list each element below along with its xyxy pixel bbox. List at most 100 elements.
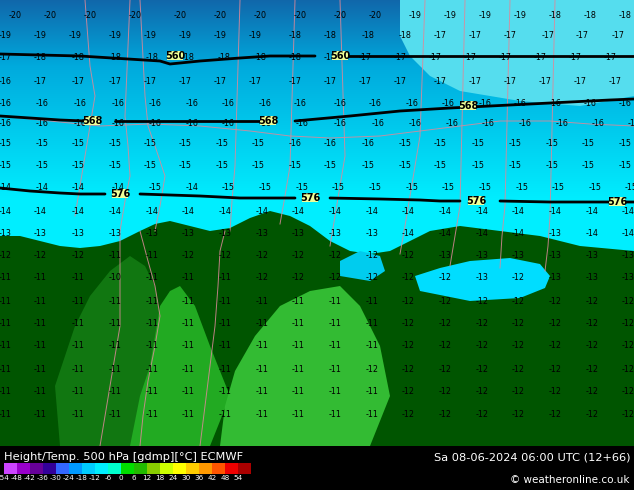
Text: -13: -13 xyxy=(366,229,378,239)
Text: -13: -13 xyxy=(34,229,46,239)
Text: -15: -15 xyxy=(108,162,122,171)
Text: -11: -11 xyxy=(146,296,158,305)
Text: -15: -15 xyxy=(36,162,48,171)
Text: 30: 30 xyxy=(181,475,191,481)
Text: -11: -11 xyxy=(108,410,122,418)
Text: -14: -14 xyxy=(112,183,124,193)
Text: -12: -12 xyxy=(512,318,524,327)
Text: -18: -18 xyxy=(288,53,301,63)
Text: -12: -12 xyxy=(586,318,598,327)
Text: -16: -16 xyxy=(446,120,458,128)
Text: -12: -12 xyxy=(72,251,84,261)
Text: -11: -11 xyxy=(181,342,195,350)
Text: -11: -11 xyxy=(292,342,304,350)
Text: -12: -12 xyxy=(548,365,562,373)
Text: -13: -13 xyxy=(146,229,158,239)
Text: -11: -11 xyxy=(366,342,378,350)
Text: -16: -16 xyxy=(514,98,526,107)
Text: -11: -11 xyxy=(34,273,46,283)
Text: 560: 560 xyxy=(330,51,350,61)
Text: -12: -12 xyxy=(401,410,415,418)
Text: -12: -12 xyxy=(89,475,101,481)
Text: -16: -16 xyxy=(112,98,124,107)
Text: 576: 576 xyxy=(110,189,130,199)
Text: -19: -19 xyxy=(108,31,122,41)
Text: -16: -16 xyxy=(323,140,337,148)
Text: -24: -24 xyxy=(63,475,75,481)
Text: -11: -11 xyxy=(181,296,195,305)
Text: -16: -16 xyxy=(519,120,531,128)
Text: -16: -16 xyxy=(408,120,422,128)
Text: -16: -16 xyxy=(259,120,271,128)
Text: -17: -17 xyxy=(429,53,441,63)
Bar xyxy=(199,463,212,474)
Text: 576: 576 xyxy=(300,193,320,203)
Text: -15: -15 xyxy=(332,183,344,193)
Text: -11: -11 xyxy=(219,318,231,327)
Text: -15: -15 xyxy=(545,140,559,148)
Text: -13: -13 xyxy=(586,251,598,261)
Polygon shape xyxy=(220,286,390,446)
Bar xyxy=(160,463,173,474)
Text: -12: -12 xyxy=(548,342,562,350)
Text: -15: -15 xyxy=(619,162,631,171)
Text: -12: -12 xyxy=(181,251,195,261)
Text: 18: 18 xyxy=(155,475,165,481)
Text: -17: -17 xyxy=(214,76,226,85)
Text: -17: -17 xyxy=(358,53,372,63)
Text: -17: -17 xyxy=(358,76,372,85)
Text: -18: -18 xyxy=(76,475,88,481)
Text: -54: -54 xyxy=(0,475,10,481)
Bar xyxy=(121,463,134,474)
Text: -17: -17 xyxy=(576,31,588,41)
Text: -12: -12 xyxy=(439,365,451,373)
Text: 54: 54 xyxy=(233,475,243,481)
Text: 568: 568 xyxy=(458,101,478,111)
Text: -12: -12 xyxy=(621,318,634,327)
Text: -20: -20 xyxy=(254,11,266,21)
Text: -20: -20 xyxy=(214,11,226,21)
Text: -14: -14 xyxy=(512,206,524,216)
Text: -12: -12 xyxy=(586,410,598,418)
Text: -15: -15 xyxy=(508,162,522,171)
Text: -11: -11 xyxy=(0,365,11,373)
Text: -16: -16 xyxy=(361,140,375,148)
Text: -12: -12 xyxy=(401,387,415,395)
Text: -13: -13 xyxy=(476,251,488,261)
Text: -17: -17 xyxy=(72,76,84,85)
Text: -16: -16 xyxy=(583,98,597,107)
Text: -11: -11 xyxy=(72,342,84,350)
Text: -17: -17 xyxy=(498,53,512,63)
Text: -16: -16 xyxy=(186,98,198,107)
Text: -12: -12 xyxy=(548,318,562,327)
Text: -12: -12 xyxy=(401,251,415,261)
Text: -16: -16 xyxy=(372,120,384,128)
Text: © weatheronline.co.uk: © weatheronline.co.uk xyxy=(510,475,630,485)
Text: -15: -15 xyxy=(221,183,235,193)
Text: -16: -16 xyxy=(36,98,48,107)
Bar xyxy=(82,463,95,474)
Text: -14: -14 xyxy=(476,206,488,216)
Text: -16: -16 xyxy=(555,120,569,128)
Text: -14: -14 xyxy=(586,229,598,239)
Text: -15: -15 xyxy=(399,162,411,171)
Text: -15: -15 xyxy=(368,183,382,193)
Text: 24: 24 xyxy=(169,475,178,481)
FancyBboxPatch shape xyxy=(167,51,183,60)
Text: -11: -11 xyxy=(181,273,195,283)
Text: -16: -16 xyxy=(406,98,418,107)
Text: -13: -13 xyxy=(621,251,634,261)
Text: -11: -11 xyxy=(219,342,231,350)
Text: -12: -12 xyxy=(548,387,562,395)
Text: -16: -16 xyxy=(186,120,198,128)
Text: -17: -17 xyxy=(323,76,337,85)
Text: -14: -14 xyxy=(328,206,342,216)
Text: -15: -15 xyxy=(0,162,11,171)
Text: Height/Temp. 500 hPa [gdmp][°C] ECMWF: Height/Temp. 500 hPa [gdmp][°C] ECMWF xyxy=(4,452,243,462)
Text: -17: -17 xyxy=(34,76,46,85)
Text: -11: -11 xyxy=(366,318,378,327)
Text: -11: -11 xyxy=(328,342,342,350)
Text: -18: -18 xyxy=(254,53,266,63)
Text: -17: -17 xyxy=(574,76,586,85)
FancyBboxPatch shape xyxy=(332,51,348,60)
